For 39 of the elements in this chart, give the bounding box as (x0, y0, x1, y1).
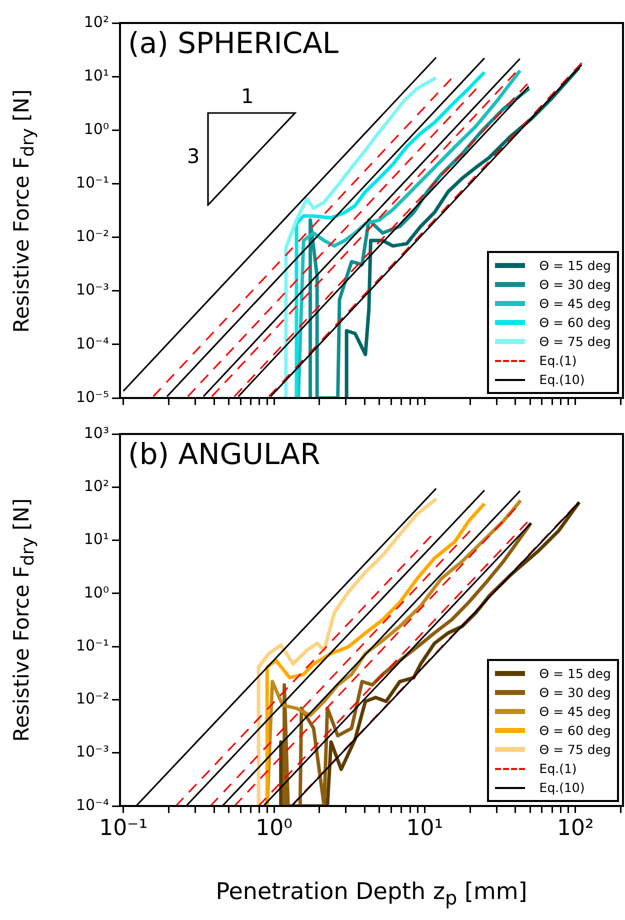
y-tick-label: 10¹ (84, 530, 109, 548)
legend-label: Θ = 75 deg (539, 334, 611, 349)
x-axis-title: Penetration Depth z$_{p}$ [mm] (216, 879, 528, 910)
legend-label: Eq.(1) (539, 353, 577, 368)
chart-title: (a) SPHERICAL (128, 26, 339, 60)
legend-label: Θ = 60 deg (539, 723, 611, 738)
legend-label: Θ = 30 deg (539, 277, 611, 292)
y-tick-label: 10⁻² (76, 690, 109, 708)
y-tick-label: 10⁻¹ (76, 174, 109, 192)
legend-label: Eq.(1) (539, 761, 577, 776)
legend-label: Θ = 15 deg (539, 258, 611, 273)
legend-label: Θ = 60 deg (539, 315, 611, 330)
annotation: 1 (241, 84, 254, 108)
legend-label: Eq.(10) (539, 780, 585, 795)
legend-label: Θ = 75 deg (539, 742, 611, 757)
y-tick-label: 10² (84, 12, 109, 31)
y-tick-label: 10⁻³ (76, 742, 109, 761)
y-tick-label: 10⁻² (76, 227, 109, 246)
legend-label: Θ = 30 deg (539, 685, 611, 700)
y-tick-label: 10² (84, 477, 109, 496)
x-tick-label: 10⁻¹ (99, 816, 148, 841)
x-tick-label: 10⁰ (256, 816, 293, 841)
legend-label: Θ = 45 deg (539, 296, 611, 311)
legend-label: Θ = 45 deg (539, 704, 611, 719)
y-tick-label: 10⁻⁵ (76, 388, 109, 406)
chart-title: (b) ANGULAR (128, 437, 320, 471)
y-tick-label: 10⁰ (84, 120, 109, 138)
y-tick-label: 10⁻⁴ (76, 796, 109, 814)
y-tick-label: 10¹ (84, 66, 109, 84)
x-tick-label: 10² (556, 816, 594, 841)
legend-label: Θ = 15 deg (539, 666, 611, 681)
y-tick-label: 10⁻¹ (76, 636, 109, 654)
annotation: 3 (187, 144, 200, 168)
x-tick-label: 10¹ (406, 816, 444, 841)
y-tick-label: 10³ (84, 424, 109, 442)
y-tick-label: 10⁻³ (76, 280, 109, 299)
y-tick-label: 10⁻⁴ (76, 334, 109, 352)
y-tick-label: 10⁰ (84, 583, 109, 602)
legend-label: Eq.(10) (539, 372, 585, 387)
